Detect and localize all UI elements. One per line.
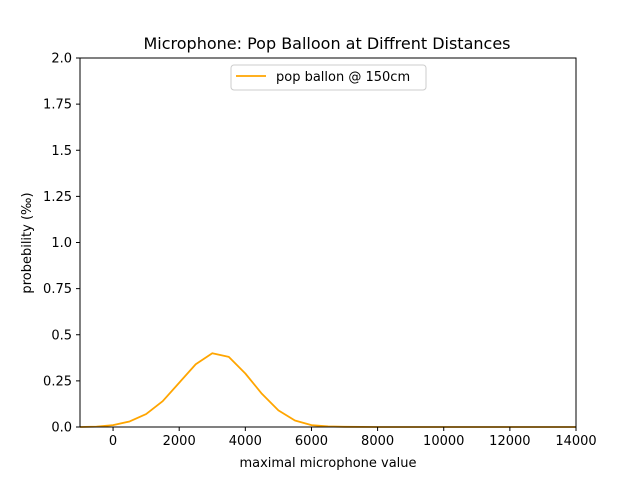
y-tick-label: 2.0 xyxy=(51,52,72,67)
x-tick-label: 2000 xyxy=(163,434,196,449)
x-tick-label: 10000 xyxy=(423,434,464,449)
y-axis-label: probebility (‰) xyxy=(20,192,35,293)
y-tick-label: 1.0 xyxy=(51,236,72,251)
chart-title: Microphone: Pop Balloon at Diffrent Dist… xyxy=(143,34,510,53)
x-tick-label: 0 xyxy=(109,434,117,449)
x-tick-label: 12000 xyxy=(489,434,530,449)
series-line-0 xyxy=(79,352,576,428)
legend: pop ballon @ 150cm xyxy=(230,64,427,91)
y-axis: 0.0 0.25 0.5 0.75 1.0 1.25 1.5 1.75 2.0 xyxy=(43,52,80,436)
y-tick-label: 1.25 xyxy=(43,190,72,205)
x-axis-label: maximal microphone value xyxy=(239,456,416,471)
y-tick-label: 1.5 xyxy=(51,144,72,159)
y-tick-label: 1.75 xyxy=(43,98,72,113)
x-tick-label: 8000 xyxy=(361,434,394,449)
x-tick-label: 4000 xyxy=(229,434,262,449)
legend-label: pop ballon @ 150cm xyxy=(276,70,410,85)
x-axis: 0 2000 4000 6000 8000 10000 12000 14000 xyxy=(109,427,597,449)
y-tick-label: 0.5 xyxy=(51,328,72,343)
legend-box xyxy=(230,64,427,91)
y-tick-label: 0.0 xyxy=(51,421,72,436)
plot-area xyxy=(79,352,576,428)
plot-frame xyxy=(79,57,577,428)
x-tick-label: 14000 xyxy=(555,434,596,449)
x-tick-label: 6000 xyxy=(295,434,328,449)
y-tick-label: 0.75 xyxy=(43,282,72,297)
y-tick-label: 0.25 xyxy=(43,374,72,389)
